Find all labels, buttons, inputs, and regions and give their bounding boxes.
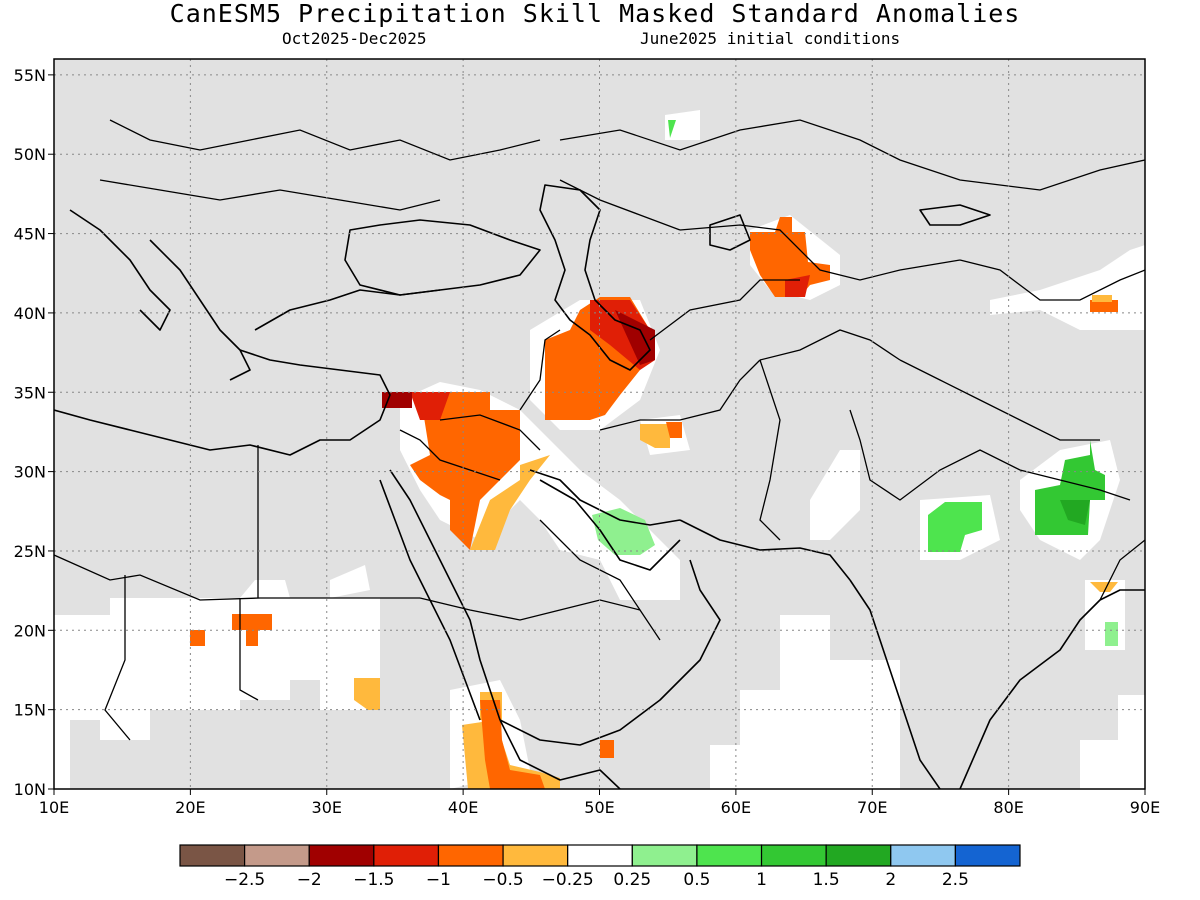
y-tick-label: 10N: [14, 780, 46, 799]
y-tick-label: 50N: [14, 145, 46, 164]
colorbar-swatch: [825, 844, 892, 867]
y-axis: 55N 50N 45N 40N 35N 30N 25N 20N 15N 10N: [14, 66, 54, 799]
colorbar-label: 2.5: [941, 870, 969, 890]
x-tick-label: 40E: [448, 798, 478, 817]
negative-anomaly-regions: [190, 217, 1118, 789]
x-axis: 10E 20E 30E 40E 50E 60E 70E 80E 90E: [39, 789, 1160, 817]
colorbar-label: 2: [885, 870, 897, 890]
colorbar-label: −1: [425, 870, 451, 890]
colorbar-swatch: [890, 844, 956, 867]
coastlines: [54, 184, 1145, 789]
y-tick-label: 55N: [14, 66, 46, 85]
y-tick-label: 45N: [14, 225, 46, 244]
graticule: [54, 59, 1145, 789]
x-tick-label: 80E: [993, 798, 1023, 817]
y-tick-label: 15N: [14, 701, 46, 720]
colorbar-swatch: [696, 844, 763, 867]
colorbar-label: 1: [756, 870, 767, 890]
x-tick-label: 50E: [584, 798, 614, 817]
colorbar-swatch: [244, 844, 310, 867]
y-tick-label: 30N: [14, 463, 46, 482]
colorbar-swatch: [308, 844, 375, 867]
colorbar-swatch: [760, 844, 827, 867]
colorbar-swatch: [567, 844, 633, 867]
colorbar-swatch: [373, 844, 440, 867]
colorbar-label: −2: [296, 870, 322, 890]
x-tick-label: 90E: [1130, 798, 1160, 817]
positive-anomaly-regions: [592, 120, 1118, 646]
colorbar-label: −0.25: [541, 870, 594, 890]
colorbar-swatch: [631, 844, 698, 867]
forecast-period: Oct2025-Dec2025: [282, 29, 427, 48]
x-tick-label: 20E: [175, 798, 205, 817]
x-tick-label: 70E: [857, 798, 887, 817]
y-tick-label: 25N: [14, 542, 46, 561]
colorbar-label: −0.5: [482, 870, 524, 890]
initial-conditions: June2025 initial conditions: [640, 29, 901, 48]
colorbar-swatch: [954, 844, 1021, 867]
country-borders: [54, 119, 1145, 741]
colorbar-label: 1.5: [812, 870, 840, 890]
y-tick-label: 40N: [14, 304, 46, 323]
colorbar-swatch: [502, 844, 569, 867]
y-tick-label: 20N: [14, 621, 46, 640]
x-tick-label: 30E: [312, 798, 342, 817]
colorbar-label: 0.25: [613, 870, 652, 890]
colorbar-label: −1.5: [353, 870, 395, 890]
y-tick-label: 35N: [14, 383, 46, 402]
chart-title: CanESM5 Precipitation Skill Masked Stand…: [169, 0, 1021, 28]
colorbar-swatch: [179, 844, 246, 867]
colorbar-swatch: [437, 844, 504, 867]
colorbar-label: −2.5: [223, 870, 266, 890]
colorbar-label: 0.5: [683, 870, 711, 890]
x-tick-label: 10E: [39, 798, 69, 817]
x-tick-label: 60E: [721, 798, 751, 817]
